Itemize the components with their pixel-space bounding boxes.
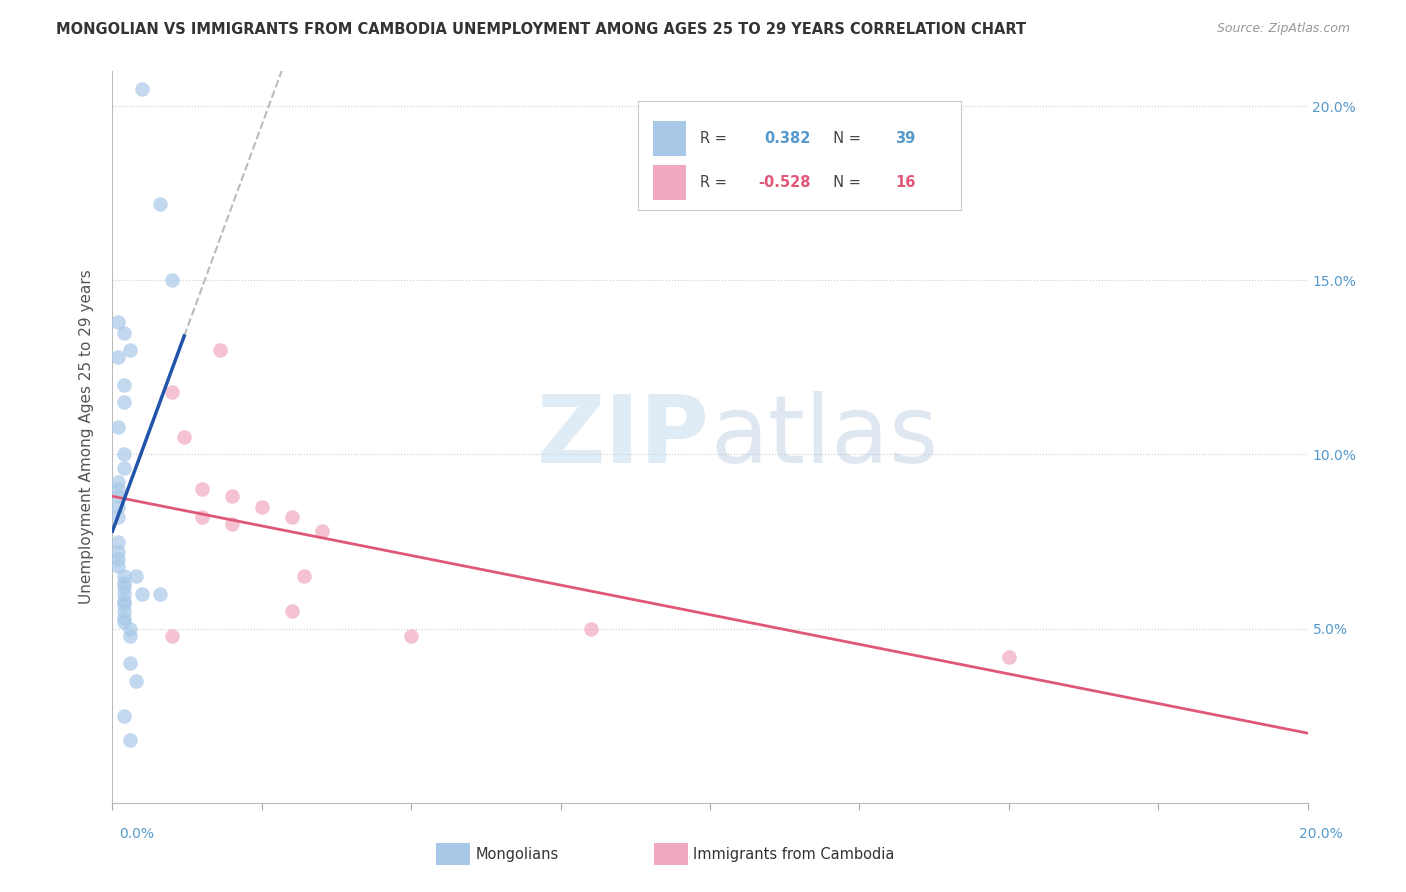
Point <box>114 708 135 723</box>
Point <box>114 395 135 409</box>
Point <box>221 489 243 503</box>
Point <box>401 629 423 643</box>
Point <box>311 524 333 538</box>
Text: Mongolians: Mongolians <box>475 847 558 862</box>
Point <box>162 629 183 643</box>
Point <box>114 611 135 625</box>
Bar <box>652 121 686 156</box>
Point <box>107 475 129 490</box>
Point <box>114 615 135 629</box>
Point <box>107 552 129 566</box>
Text: atlas: atlas <box>710 391 938 483</box>
Point <box>191 483 214 497</box>
Point <box>120 622 142 636</box>
Text: Source: ZipAtlas.com: Source: ZipAtlas.com <box>1216 22 1350 36</box>
Point <box>114 597 135 611</box>
Bar <box>652 165 686 200</box>
Point <box>107 510 129 524</box>
Point <box>114 569 135 583</box>
Point <box>292 569 315 583</box>
Point <box>125 569 148 583</box>
Point <box>131 82 153 96</box>
Point <box>209 343 232 357</box>
Point <box>149 196 172 211</box>
Point <box>281 510 304 524</box>
Point <box>107 558 129 573</box>
Point <box>114 461 135 475</box>
Text: 20.0%: 20.0% <box>1299 827 1343 841</box>
Point <box>114 594 135 608</box>
Point <box>131 587 153 601</box>
Point <box>114 326 135 340</box>
Point <box>107 545 129 559</box>
Text: N =: N = <box>824 131 865 146</box>
Point <box>221 517 243 532</box>
Point <box>114 377 135 392</box>
Point <box>107 315 129 329</box>
Text: MONGOLIAN VS IMMIGRANTS FROM CAMBODIA UNEMPLOYMENT AMONG AGES 25 TO 29 YEARS COR: MONGOLIAN VS IMMIGRANTS FROM CAMBODIA UN… <box>56 22 1026 37</box>
Text: R =: R = <box>700 131 737 146</box>
Point <box>579 622 602 636</box>
Point <box>120 733 142 747</box>
Point <box>162 273 183 287</box>
Point <box>120 629 142 643</box>
Text: R =: R = <box>700 175 737 190</box>
Point <box>114 448 135 462</box>
Text: N =: N = <box>824 175 865 190</box>
Point <box>998 649 1021 664</box>
Point <box>173 430 195 444</box>
Point <box>107 534 129 549</box>
Point <box>162 384 183 399</box>
FancyBboxPatch shape <box>638 101 962 211</box>
Text: Immigrants from Cambodia: Immigrants from Cambodia <box>693 847 894 862</box>
Point <box>107 350 129 364</box>
Point <box>114 587 135 601</box>
Point <box>281 604 304 618</box>
Point <box>107 500 129 514</box>
Text: 0.382: 0.382 <box>763 131 810 146</box>
Point <box>114 576 135 591</box>
Point <box>107 419 129 434</box>
Text: 39: 39 <box>896 131 915 146</box>
Point <box>114 580 135 594</box>
Text: 0.0%: 0.0% <box>120 827 155 841</box>
Y-axis label: Unemployment Among Ages 25 to 29 years: Unemployment Among Ages 25 to 29 years <box>79 269 94 605</box>
Point <box>191 510 214 524</box>
Text: ZIP: ZIP <box>537 391 710 483</box>
Text: 16: 16 <box>896 175 915 190</box>
Point <box>107 489 129 503</box>
Point <box>120 343 142 357</box>
Point <box>125 673 148 688</box>
Point <box>107 483 129 497</box>
Point <box>250 500 273 514</box>
Point <box>149 587 172 601</box>
Point <box>120 657 142 671</box>
Point <box>114 604 135 618</box>
Text: -0.528: -0.528 <box>758 175 810 190</box>
